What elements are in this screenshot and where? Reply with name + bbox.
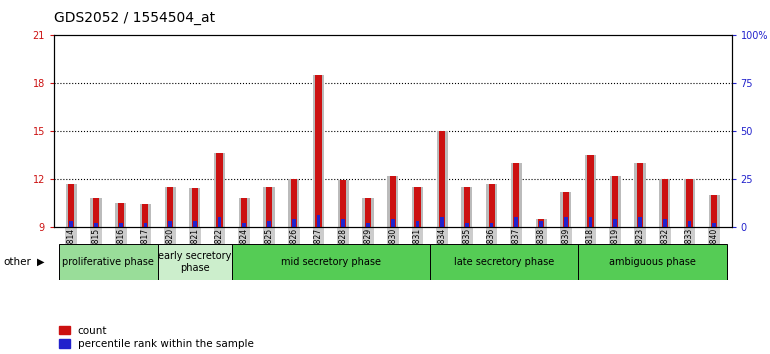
Bar: [440, 217, 444, 227]
Bar: [316, 75, 322, 227]
Bar: [263, 187, 275, 227]
Bar: [366, 223, 370, 227]
Bar: [564, 217, 567, 227]
Bar: [390, 176, 396, 227]
Bar: [514, 217, 518, 227]
Bar: [614, 219, 617, 227]
Bar: [488, 183, 494, 227]
Bar: [637, 163, 643, 227]
Bar: [688, 221, 691, 227]
Bar: [391, 219, 394, 227]
Text: GDS2052 / 1554504_at: GDS2052 / 1554504_at: [54, 11, 215, 25]
Bar: [142, 204, 149, 227]
Bar: [464, 187, 470, 227]
Bar: [243, 223, 246, 227]
FancyBboxPatch shape: [578, 244, 727, 280]
Bar: [437, 131, 447, 227]
Bar: [561, 192, 571, 227]
Bar: [461, 187, 473, 227]
Bar: [589, 217, 592, 227]
Bar: [712, 223, 716, 227]
Bar: [341, 219, 345, 227]
Text: ambiguous phase: ambiguous phase: [609, 257, 696, 267]
Bar: [535, 218, 547, 227]
Bar: [538, 218, 544, 227]
Bar: [169, 221, 172, 227]
Bar: [511, 163, 522, 227]
Bar: [686, 179, 692, 227]
Bar: [387, 176, 398, 227]
Legend: count, percentile rank within the sample: count, percentile rank within the sample: [59, 326, 254, 349]
Bar: [118, 202, 124, 227]
Bar: [539, 221, 543, 227]
Bar: [241, 198, 247, 227]
Bar: [214, 153, 225, 227]
Bar: [140, 204, 151, 227]
Bar: [68, 183, 74, 227]
Bar: [115, 202, 126, 227]
Bar: [708, 195, 720, 227]
FancyBboxPatch shape: [232, 244, 430, 280]
Bar: [167, 187, 173, 227]
Bar: [316, 215, 320, 227]
Text: other: other: [4, 257, 32, 267]
Bar: [218, 217, 222, 227]
Bar: [340, 181, 346, 227]
FancyBboxPatch shape: [158, 244, 232, 280]
Bar: [363, 198, 373, 227]
Bar: [486, 183, 497, 227]
Bar: [610, 176, 621, 227]
Bar: [638, 217, 642, 227]
Bar: [119, 223, 122, 227]
Bar: [711, 195, 718, 227]
Bar: [165, 187, 176, 227]
Bar: [659, 179, 671, 227]
Text: late secretory phase: late secretory phase: [454, 257, 554, 267]
Bar: [585, 155, 596, 227]
Bar: [239, 198, 250, 227]
Bar: [90, 198, 102, 227]
Bar: [684, 179, 695, 227]
Bar: [663, 219, 667, 227]
Bar: [216, 153, 223, 227]
Bar: [65, 183, 77, 227]
Bar: [288, 179, 300, 227]
Bar: [416, 221, 420, 227]
Bar: [291, 179, 297, 227]
Bar: [414, 187, 420, 227]
Bar: [266, 187, 272, 227]
Bar: [612, 176, 618, 227]
Bar: [94, 223, 98, 227]
Bar: [143, 223, 147, 227]
Bar: [365, 198, 371, 227]
Bar: [439, 131, 445, 227]
Bar: [465, 223, 469, 227]
Bar: [412, 187, 423, 227]
FancyBboxPatch shape: [59, 244, 158, 280]
Bar: [563, 192, 569, 227]
Bar: [267, 221, 271, 227]
Bar: [338, 181, 349, 227]
Bar: [313, 75, 324, 227]
Text: ▶: ▶: [37, 257, 45, 267]
Bar: [93, 198, 99, 227]
FancyBboxPatch shape: [430, 244, 578, 280]
Text: proliferative phase: proliferative phase: [62, 257, 154, 267]
Bar: [193, 221, 196, 227]
Bar: [588, 155, 594, 227]
Bar: [490, 223, 494, 227]
Bar: [514, 163, 520, 227]
Bar: [634, 163, 645, 227]
Text: early secretory
phase: early secretory phase: [158, 251, 232, 273]
Bar: [661, 179, 668, 227]
Bar: [189, 188, 200, 227]
Bar: [292, 219, 296, 227]
Bar: [192, 188, 198, 227]
Bar: [69, 221, 73, 227]
Text: mid secretory phase: mid secretory phase: [281, 257, 381, 267]
